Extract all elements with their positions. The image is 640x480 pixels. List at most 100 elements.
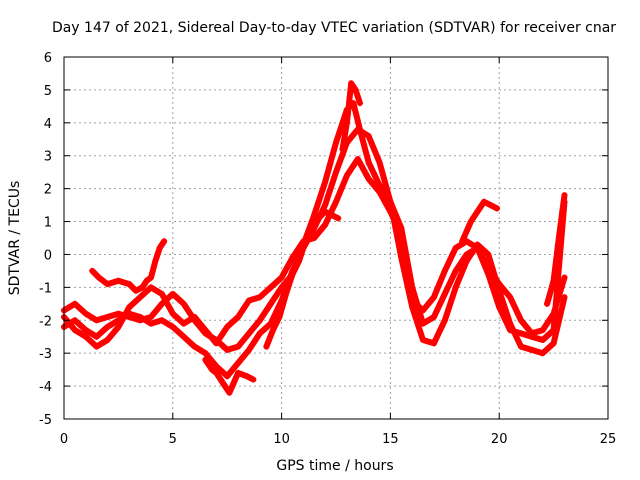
y-tick-label: 3 — [44, 150, 52, 165]
data-point — [452, 284, 459, 291]
data-point — [467, 218, 474, 225]
data-point — [539, 337, 546, 344]
data-point — [485, 264, 492, 271]
data-point — [430, 340, 437, 347]
data-point — [322, 179, 329, 186]
y-tick-label: 0 — [44, 248, 52, 263]
y-tick-label: -5 — [39, 413, 52, 428]
data-point — [559, 208, 566, 215]
data-point — [311, 211, 318, 218]
data-point — [441, 290, 448, 297]
data-point — [398, 231, 405, 238]
data-point — [235, 360, 242, 367]
data-point — [333, 169, 339, 176]
data-point — [278, 274, 285, 281]
data-point — [256, 317, 263, 324]
data-point — [148, 313, 155, 320]
data-point — [420, 320, 427, 327]
data-point — [82, 327, 89, 334]
data-point — [224, 323, 231, 330]
data-point — [322, 208, 329, 215]
data-point — [71, 300, 78, 307]
data-point — [496, 281, 503, 288]
data-point — [137, 294, 144, 301]
data-point — [480, 198, 487, 205]
data-point — [387, 198, 394, 205]
data-point — [148, 284, 155, 291]
data-point — [311, 235, 318, 241]
data-point — [104, 313, 111, 320]
data-point — [276, 313, 283, 320]
data-point — [420, 337, 427, 344]
data-point — [224, 346, 231, 353]
y-tick-label: 1 — [44, 216, 52, 231]
data-point — [191, 343, 198, 350]
data-point — [132, 287, 139, 294]
data-point — [496, 304, 503, 311]
data-point — [528, 346, 535, 353]
data-point — [550, 310, 557, 317]
data-point — [550, 340, 557, 347]
y-axis-label: SDTVAR / TECUs — [7, 181, 23, 296]
plot-frame — [63, 56, 609, 420]
y-tick-label: 2 — [44, 183, 52, 198]
data-point — [213, 340, 220, 347]
data-point — [115, 310, 122, 317]
data-point — [148, 274, 155, 281]
data-point — [152, 258, 159, 265]
data-point — [335, 215, 342, 222]
data-point — [315, 215, 322, 222]
series-group — [61, 80, 568, 396]
data-point — [474, 208, 481, 215]
data-point — [356, 100, 363, 107]
data-point — [137, 313, 144, 320]
data-point — [339, 146, 346, 153]
data-point — [517, 317, 524, 324]
data-point — [235, 313, 242, 320]
data-point — [191, 313, 198, 320]
data-point — [213, 369, 220, 376]
data-point — [89, 267, 96, 274]
data-point — [169, 323, 176, 330]
data-point — [156, 244, 163, 251]
data-point — [463, 258, 470, 265]
data-point — [93, 333, 100, 340]
data-point — [71, 317, 78, 324]
data-point — [82, 333, 89, 340]
data-point — [387, 208, 394, 215]
data-point — [365, 175, 372, 182]
data-point — [348, 80, 355, 87]
data-point — [267, 320, 274, 327]
x-tick-label: 15 — [382, 432, 399, 447]
data-point — [161, 238, 168, 245]
data-point — [343, 119, 350, 126]
data-point — [256, 330, 263, 337]
data-point — [561, 192, 568, 199]
data-point — [430, 313, 437, 320]
y-tick-label: 6 — [44, 51, 52, 66]
data-point — [409, 304, 416, 311]
data-point — [263, 343, 270, 350]
data-point — [256, 294, 263, 301]
data-point — [202, 327, 209, 334]
y-tick-label: -2 — [39, 314, 52, 329]
data-point — [202, 356, 209, 363]
data-point — [354, 156, 361, 163]
data-point — [352, 86, 359, 93]
data-point — [376, 188, 383, 195]
data-point — [213, 363, 220, 370]
data-point — [245, 330, 252, 337]
data-point — [365, 159, 372, 166]
data-point — [539, 350, 546, 357]
data-point — [269, 327, 276, 334]
data-point — [561, 294, 568, 301]
y-tick-label: -3 — [39, 347, 52, 362]
data-point — [441, 317, 448, 324]
data-point — [208, 366, 215, 373]
data-point — [322, 221, 329, 228]
data-point — [309, 221, 316, 228]
data-point — [441, 267, 448, 274]
data-point — [459, 238, 466, 245]
